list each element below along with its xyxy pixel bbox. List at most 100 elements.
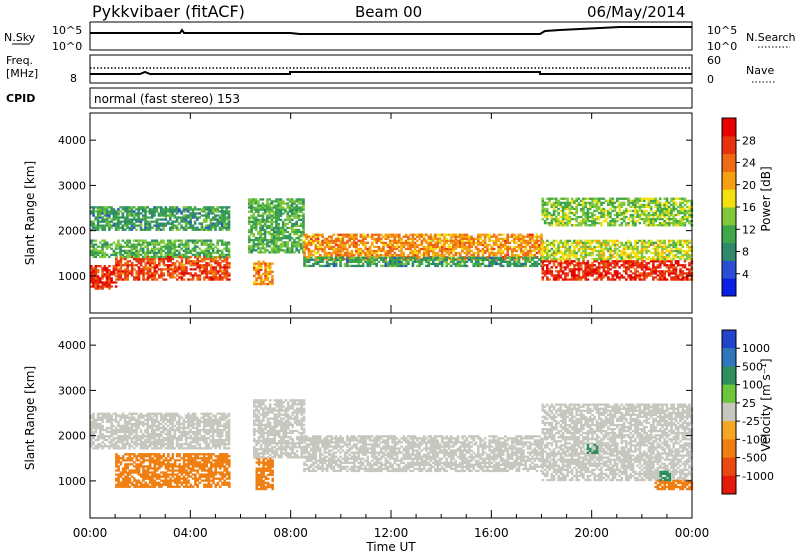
power-cell: [319, 241, 322, 244]
power-cell: [124, 262, 127, 265]
power-cell: [352, 237, 356, 240]
power-cell: [209, 276, 213, 279]
power-cell: [647, 274, 651, 277]
power-cell: [602, 266, 606, 269]
power-cell: [158, 268, 161, 271]
power-cell: [447, 239, 451, 242]
power-cell: [654, 272, 657, 275]
power-cell: [366, 258, 369, 261]
power-cell: [334, 251, 338, 255]
power-cell: [640, 256, 644, 259]
power-cell: [559, 258, 563, 261]
power-cell: [182, 226, 186, 229]
power-cell: [533, 235, 537, 238]
power-cell: [178, 276, 181, 279]
power-cell: [151, 276, 154, 279]
power-cell: [456, 264, 460, 268]
power-cell: [225, 206, 228, 209]
power-cell: [508, 256, 512, 259]
power-cell: [636, 215, 639, 219]
power-cell: [607, 268, 610, 271]
power-cell: [670, 266, 673, 269]
power-cell: [582, 218, 585, 221]
power-cell: [579, 239, 583, 242]
power-cell: [169, 276, 172, 279]
power-cell: [334, 264, 338, 268]
power-cell: [584, 264, 587, 267]
power-cell: [341, 247, 345, 251]
power-cell: [640, 249, 644, 253]
power-cell: [513, 256, 516, 259]
power-cell: [607, 260, 610, 263]
power-cell: [584, 222, 587, 225]
power-cell: [427, 243, 430, 247]
power-cell: [119, 251, 122, 254]
power-cell: [214, 208, 217, 211]
power-cell: [600, 224, 603, 227]
power-cell: [620, 254, 624, 257]
power-cell: [629, 264, 633, 267]
power-cell: [343, 258, 347, 261]
power-cell: [538, 247, 541, 251]
power-cell: [299, 208, 303, 211]
power-cell: [649, 207, 653, 211]
power-cell: [253, 264, 256, 267]
power-cell: [94, 265, 98, 268]
power-cell: [561, 243, 565, 247]
power-cell: [510, 247, 514, 251]
power-cell: [175, 216, 179, 219]
power-cell: [141, 228, 145, 231]
power-cell: [248, 202, 251, 205]
power-cell: [645, 276, 648, 279]
power-cell: [216, 243, 219, 246]
power-cell: [593, 278, 596, 281]
power-cell: [391, 239, 394, 242]
power-cell: [209, 220, 213, 223]
power-cell: [153, 253, 156, 256]
power-cell: [187, 262, 190, 265]
power-cell: [187, 206, 190, 209]
power-cell: [416, 254, 419, 257]
power-cell: [402, 254, 406, 257]
power-cell: [368, 262, 372, 266]
power-cell: [552, 197, 556, 200]
power-cell: [328, 254, 331, 257]
power-cell: [506, 233, 509, 236]
power-cell: [112, 224, 116, 227]
power-cell: [452, 235, 455, 238]
power-cell: [679, 268, 682, 271]
power-cell: [649, 268, 653, 271]
power-cell: [488, 243, 491, 247]
power-cell: [591, 251, 594, 255]
power-cell: [618, 245, 621, 249]
power-cell: [275, 249, 278, 252]
power-cell: [185, 266, 188, 269]
power-cell: [672, 270, 675, 273]
power-cell: [214, 260, 217, 263]
power-cell: [312, 241, 315, 244]
power-cell: [409, 258, 412, 261]
power-cell: [552, 209, 556, 213]
power-cell: [139, 247, 143, 250]
power-cell: [582, 220, 585, 223]
power-cell: [266, 239, 269, 242]
power-cell: [613, 264, 617, 267]
power-cell: [212, 276, 215, 279]
power-cell: [198, 222, 201, 225]
power-cell: [268, 210, 271, 213]
power-cell: [499, 249, 503, 253]
power-cell: [618, 224, 621, 227]
power-cell: [627, 266, 630, 269]
power-cell: [209, 228, 213, 231]
power-cell: [627, 209, 630, 213]
power-cell: [548, 278, 551, 281]
power-cell: [611, 199, 615, 202]
power-cell: [341, 241, 345, 244]
power-cell: [681, 245, 685, 249]
power-cell: [584, 197, 587, 200]
power-cell: [522, 239, 525, 242]
power-cell: [454, 251, 458, 255]
power-cell: [483, 243, 487, 247]
power-cell: [559, 266, 563, 269]
power-cell: [96, 208, 100, 211]
